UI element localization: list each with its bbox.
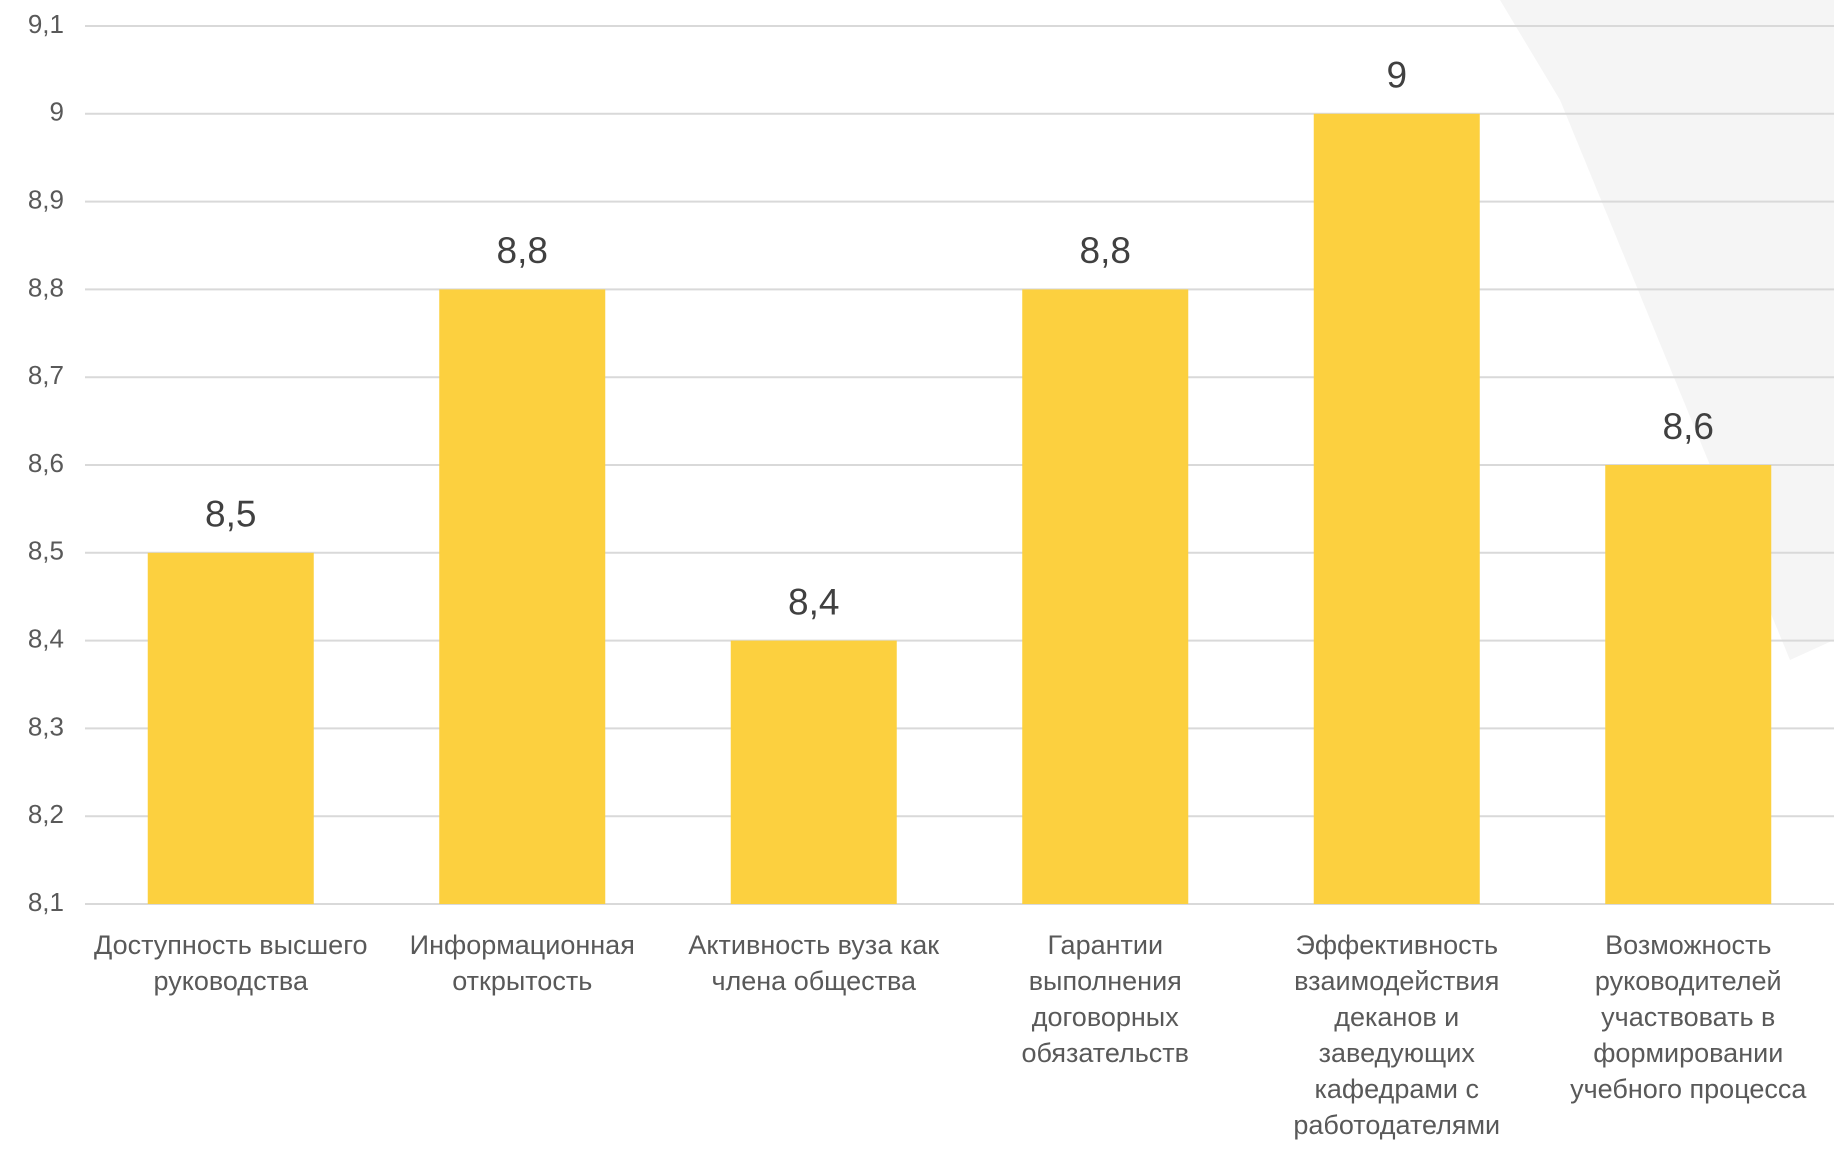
- bar: [439, 289, 606, 904]
- bar: [1313, 113, 1480, 905]
- value-label: 8,8: [1080, 230, 1131, 271]
- y-tick-label: 8,5: [28, 536, 64, 566]
- value-label: 8,5: [205, 494, 256, 535]
- y-tick-label: 9,1: [28, 9, 64, 39]
- value-label: 9: [1386, 55, 1407, 96]
- x-tick-label: Активность вуза как члена общества: [688, 930, 940, 996]
- y-tick-label: 8,2: [28, 799, 64, 829]
- y-tick-label: 9: [50, 97, 64, 127]
- value-label: 8,6: [1663, 406, 1714, 447]
- bar: [147, 552, 314, 904]
- x-tick-label: Доступность высшего руководства: [94, 930, 368, 996]
- y-tick-label: 8,9: [28, 184, 64, 214]
- y-tick-label: 8,8: [28, 272, 64, 302]
- x-tick-label: Информационная открытость: [409, 930, 635, 996]
- y-tick-label: 8,6: [28, 448, 64, 478]
- y-tick-label: 8,4: [28, 623, 64, 653]
- x-tick-label: Возможность руководителей участвовать в …: [1570, 930, 1807, 1104]
- y-tick-label: 8,1: [28, 887, 64, 917]
- y-tick-label: 8,3: [28, 711, 64, 741]
- bar: [1022, 289, 1189, 904]
- bar: [730, 640, 897, 904]
- x-tick-label: Гарантии выполнения договорных обязатель…: [1021, 930, 1190, 1068]
- y-tick-label: 8,7: [28, 360, 64, 390]
- bar: [1605, 465, 1772, 904]
- value-label: 8,8: [497, 230, 548, 271]
- x-tick-label: Эффективность взаимодействия деканов и з…: [1293, 930, 1501, 1140]
- value-label: 8,4: [788, 581, 839, 622]
